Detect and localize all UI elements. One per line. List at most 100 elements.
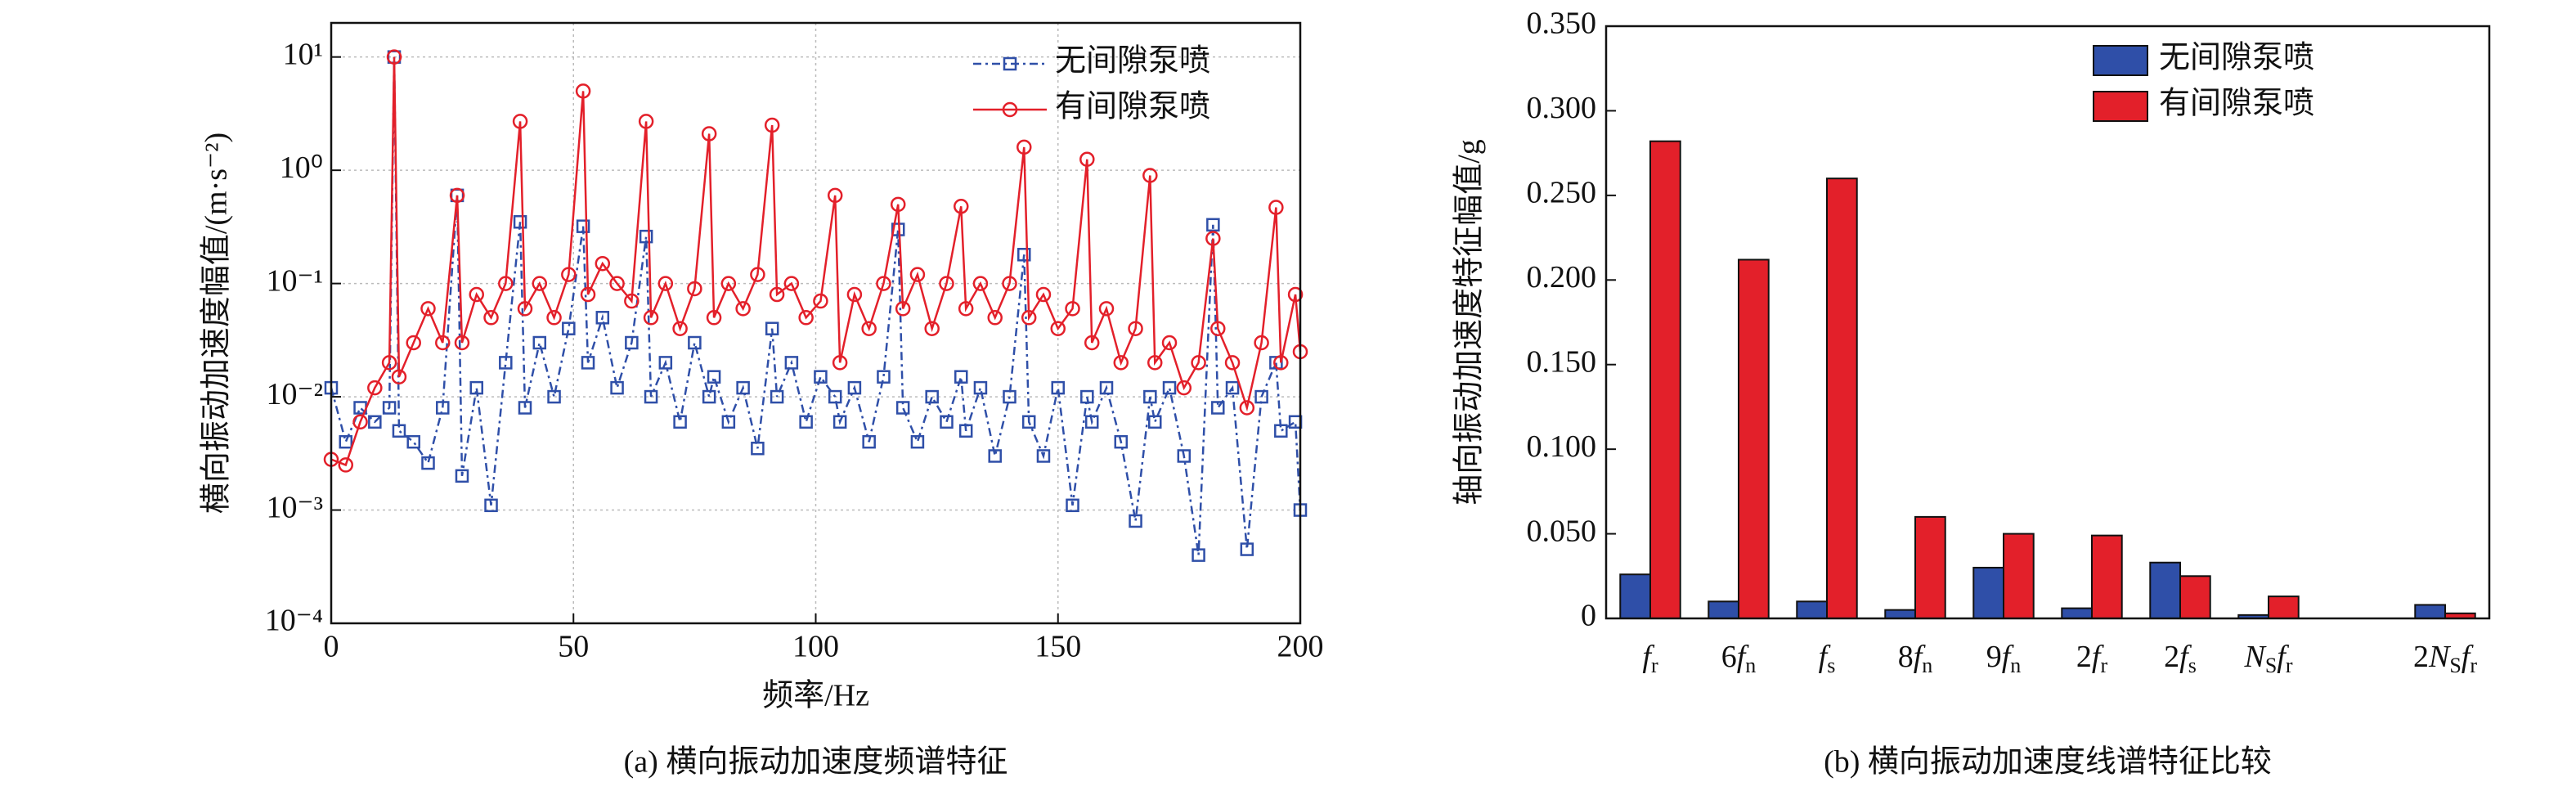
label-part: S (2265, 654, 2277, 677)
marker (1065, 301, 1080, 317)
marker (625, 335, 639, 350)
marker (958, 301, 974, 317)
marker (595, 311, 610, 325)
marker (828, 389, 842, 404)
marker (958, 424, 973, 438)
label-part: N (2428, 640, 2452, 674)
marker (751, 441, 765, 456)
x-tick-label: 2NSfr (2413, 640, 2477, 677)
marker (483, 310, 499, 326)
marker (987, 310, 1003, 326)
marker (862, 434, 876, 449)
marker (639, 229, 653, 244)
marker (702, 389, 716, 404)
marker (707, 370, 721, 384)
marker (391, 369, 407, 384)
marker (1254, 389, 1268, 404)
marker (624, 293, 640, 309)
marker (1051, 380, 1065, 395)
marker (484, 498, 498, 513)
bar (1708, 600, 1740, 619)
bar (1738, 258, 1770, 619)
marker (672, 321, 688, 336)
x-tick-label: 100 (792, 630, 839, 664)
marker (1114, 434, 1129, 449)
bar (1972, 566, 2005, 620)
marker (861, 321, 877, 336)
marker (547, 389, 561, 404)
marker (1036, 449, 1051, 463)
marker (770, 389, 784, 404)
marker (832, 355, 848, 371)
legend-label: 无间隙泵喷 (2159, 41, 2314, 75)
marker (832, 415, 847, 429)
marker (513, 215, 527, 229)
marker (1274, 424, 1288, 438)
marker (701, 126, 717, 142)
marker (1177, 449, 1192, 463)
marker (799, 415, 813, 429)
x-tick-label: fs (1819, 640, 1836, 677)
label-part: r (2286, 654, 2293, 677)
marker (1192, 548, 1205, 562)
marker (338, 457, 354, 473)
bar (1826, 178, 1858, 619)
marker (954, 199, 969, 214)
bar (2061, 607, 2094, 619)
marker (392, 424, 406, 438)
marker (339, 434, 353, 449)
marker (940, 415, 954, 429)
marker (561, 267, 577, 282)
caption: (b) 横向振动加速度线谱特征比较 (1824, 745, 2272, 780)
marker (1113, 355, 1129, 371)
bar (1619, 573, 1652, 620)
marker (890, 196, 906, 213)
marker (1268, 200, 1284, 215)
marker (735, 301, 751, 317)
marker (910, 434, 925, 449)
marker (435, 335, 451, 351)
y-tick-label: 10⁰ (280, 151, 323, 185)
marker (1147, 355, 1163, 371)
caption: (a) 横向振动加速度频谱特征 (624, 745, 1008, 780)
y-tick-label: 0.250 (1527, 176, 1597, 210)
marker (783, 276, 800, 291)
marker (575, 83, 591, 99)
marker (720, 276, 737, 291)
x-tick-label: 0 (324, 630, 339, 664)
marker (1210, 321, 1226, 336)
legend-label: 有间隙泵喷 (2159, 87, 2314, 121)
marker (499, 356, 513, 370)
y-tick-label: 10⁻⁴ (265, 604, 323, 638)
marker (939, 276, 954, 291)
x-tick-label: NSfr (2243, 640, 2292, 677)
marker (1129, 514, 1142, 528)
marker (1080, 389, 1094, 404)
marker (1035, 286, 1052, 303)
marker (1099, 380, 1114, 395)
marker (1287, 286, 1304, 303)
marker (1143, 389, 1157, 404)
marker (512, 114, 528, 129)
y-tick-label: 10⁻² (267, 377, 323, 411)
label-part: 2 (2076, 640, 2092, 674)
marker (454, 335, 470, 351)
plot-frame (330, 21, 1302, 625)
marker (814, 370, 828, 384)
legend-label: 有间隙泵喷 (1055, 90, 1210, 124)
label-part: 9 (1986, 640, 2002, 674)
marker (750, 267, 765, 282)
x-tick-label: 2fs (2164, 640, 2197, 677)
marker (736, 380, 750, 395)
marker (657, 276, 674, 291)
marker (1003, 389, 1016, 404)
marker (1021, 415, 1036, 429)
marker (1191, 355, 1206, 371)
y-tick-label: 10⁻³ (267, 490, 323, 524)
marker (455, 469, 469, 483)
marker (580, 286, 596, 303)
x-tick-label: 150 (1034, 630, 1081, 664)
marker (765, 321, 779, 335)
marker (784, 356, 799, 370)
marker (769, 286, 785, 303)
